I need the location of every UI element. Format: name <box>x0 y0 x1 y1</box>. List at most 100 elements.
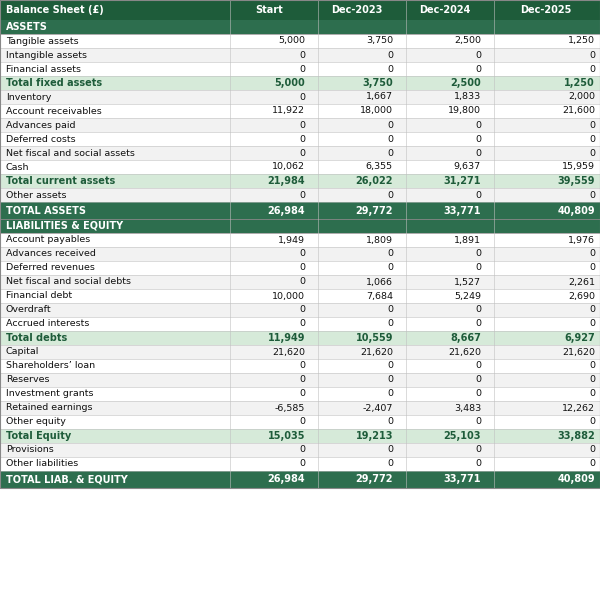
Text: Cash: Cash <box>6 163 29 171</box>
Bar <box>0 373 600 387</box>
Text: Start: Start <box>255 5 283 15</box>
Text: 0: 0 <box>475 362 481 371</box>
Text: Inventory: Inventory <box>6 93 52 102</box>
Bar <box>0 62 600 76</box>
Text: 0: 0 <box>387 446 393 454</box>
Text: 21,984: 21,984 <box>268 176 305 186</box>
Bar <box>0 345 600 359</box>
Text: 0: 0 <box>299 446 305 454</box>
Text: 1,250: 1,250 <box>568 37 595 46</box>
Text: 5,249: 5,249 <box>454 291 481 300</box>
Text: 0: 0 <box>299 278 305 287</box>
Text: Advances paid: Advances paid <box>6 121 76 129</box>
Text: 0: 0 <box>387 148 393 157</box>
Bar <box>0 132 600 146</box>
Text: 10,559: 10,559 <box>355 333 393 343</box>
Text: 0: 0 <box>475 417 481 427</box>
Bar <box>0 76 600 90</box>
Bar <box>0 90 600 104</box>
Text: 0: 0 <box>475 389 481 398</box>
Text: 0: 0 <box>589 446 595 454</box>
Text: 15,959: 15,959 <box>562 163 595 171</box>
Bar <box>0 415 600 429</box>
Text: 1,667: 1,667 <box>366 93 393 102</box>
Text: 19,800: 19,800 <box>448 106 481 115</box>
Text: 0: 0 <box>475 375 481 385</box>
Text: 0: 0 <box>387 389 393 398</box>
Text: 0: 0 <box>299 362 305 371</box>
Text: 0: 0 <box>589 50 595 60</box>
Text: 0: 0 <box>387 64 393 73</box>
Text: 0: 0 <box>299 64 305 73</box>
Bar <box>0 275 600 289</box>
Bar <box>0 202 600 219</box>
Text: 0: 0 <box>475 249 481 258</box>
Bar <box>0 20 600 34</box>
Bar <box>0 457 600 471</box>
Text: 21,600: 21,600 <box>562 106 595 115</box>
Text: 0: 0 <box>299 135 305 144</box>
Text: 21,620: 21,620 <box>272 348 305 356</box>
Text: 29,772: 29,772 <box>355 206 393 216</box>
Text: Total Equity: Total Equity <box>6 431 71 441</box>
Text: 3,750: 3,750 <box>366 37 393 46</box>
Text: 0: 0 <box>589 320 595 329</box>
Bar <box>0 359 600 373</box>
Bar <box>0 146 600 160</box>
Text: 7,684: 7,684 <box>366 291 393 300</box>
Text: 0: 0 <box>589 64 595 73</box>
Text: Dec-2023: Dec-2023 <box>331 5 383 15</box>
Text: 0: 0 <box>387 264 393 272</box>
Text: 2,000: 2,000 <box>568 93 595 102</box>
Bar <box>0 443 600 457</box>
Text: 0: 0 <box>589 121 595 129</box>
Text: 0: 0 <box>387 190 393 200</box>
Text: Retained earnings: Retained earnings <box>6 404 92 413</box>
Text: 0: 0 <box>475 446 481 454</box>
Text: 0: 0 <box>299 459 305 469</box>
Text: 0: 0 <box>475 135 481 144</box>
Text: Net fiscal and social assets: Net fiscal and social assets <box>6 148 135 157</box>
Bar <box>0 188 600 202</box>
Text: 0: 0 <box>387 121 393 129</box>
Text: 0: 0 <box>589 264 595 272</box>
Text: Financial debt: Financial debt <box>6 291 72 300</box>
Text: Deferred revenues: Deferred revenues <box>6 264 95 272</box>
Bar <box>0 303 600 317</box>
Text: 0: 0 <box>475 264 481 272</box>
Text: Investment grants: Investment grants <box>6 389 94 398</box>
Text: 8,667: 8,667 <box>450 333 481 343</box>
Text: 3,483: 3,483 <box>454 404 481 413</box>
Bar <box>0 429 600 443</box>
Bar <box>0 401 600 415</box>
Text: 31,271: 31,271 <box>443 176 481 186</box>
Bar <box>0 471 600 488</box>
Bar <box>0 233 600 247</box>
Text: 2,261: 2,261 <box>568 278 595 287</box>
Text: Balance Sheet (£): Balance Sheet (£) <box>6 5 104 15</box>
Text: 19,213: 19,213 <box>355 431 393 441</box>
Text: 0: 0 <box>589 362 595 371</box>
Bar <box>0 0 600 20</box>
Text: 0: 0 <box>299 148 305 157</box>
Text: 0: 0 <box>475 190 481 200</box>
Text: 11,949: 11,949 <box>268 333 305 343</box>
Text: Account receivables: Account receivables <box>6 106 102 115</box>
Text: 0: 0 <box>589 417 595 427</box>
Text: Other assets: Other assets <box>6 190 67 200</box>
Text: 11,922: 11,922 <box>272 106 305 115</box>
Text: 3,750: 3,750 <box>362 78 393 88</box>
Text: 0: 0 <box>589 389 595 398</box>
Text: Financial assets: Financial assets <box>6 64 81 73</box>
Text: 29,772: 29,772 <box>355 475 393 485</box>
Text: Dec-2025: Dec-2025 <box>520 5 572 15</box>
Text: 6,927: 6,927 <box>564 333 595 343</box>
Text: Total debts: Total debts <box>6 333 67 343</box>
Text: 1,833: 1,833 <box>454 93 481 102</box>
Bar <box>0 48 600 62</box>
Text: Tangible assets: Tangible assets <box>6 37 79 46</box>
Text: 1,949: 1,949 <box>278 235 305 245</box>
Text: 0: 0 <box>475 306 481 314</box>
Text: 9,637: 9,637 <box>454 163 481 171</box>
Text: 0: 0 <box>299 417 305 427</box>
